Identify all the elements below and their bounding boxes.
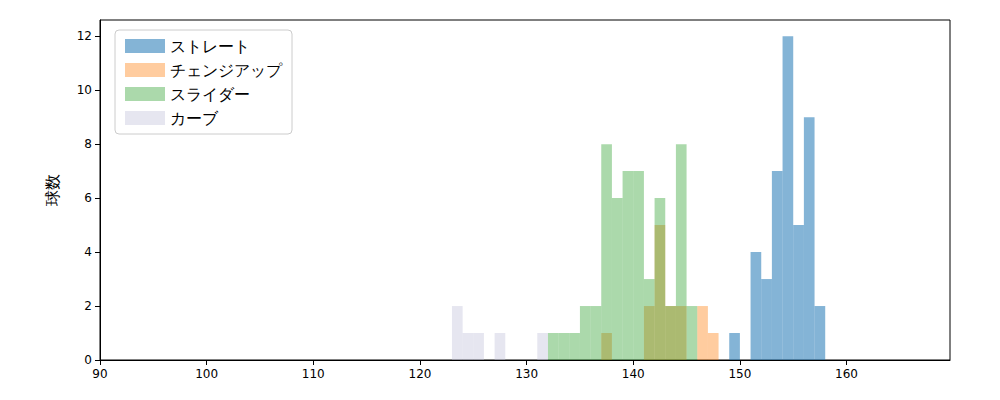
- svg-text:チェンジアップ: チェンジアップ: [170, 61, 283, 80]
- svg-text:4: 4: [84, 245, 92, 259]
- svg-text:110: 110: [302, 367, 325, 381]
- svg-text:6: 6: [84, 191, 92, 205]
- svg-text:90: 90: [92, 367, 107, 381]
- svg-text:12: 12: [77, 29, 92, 43]
- svg-text:120: 120: [408, 367, 431, 381]
- svg-text:球数: 球数: [43, 174, 62, 206]
- svg-text:10: 10: [77, 83, 92, 97]
- svg-text:ストレート: ストレート: [170, 37, 250, 56]
- svg-text:2: 2: [84, 299, 92, 313]
- svg-text:カーブ: カーブ: [170, 109, 219, 128]
- svg-text:160: 160: [835, 367, 858, 381]
- svg-text:0: 0: [84, 353, 92, 367]
- svg-text:150: 150: [728, 367, 751, 381]
- svg-text:140: 140: [622, 367, 645, 381]
- svg-text:スライダー: スライダー: [170, 85, 250, 104]
- svg-text:100: 100: [195, 367, 218, 381]
- svg-text:130: 130: [515, 367, 538, 381]
- svg-text:8: 8: [84, 137, 92, 151]
